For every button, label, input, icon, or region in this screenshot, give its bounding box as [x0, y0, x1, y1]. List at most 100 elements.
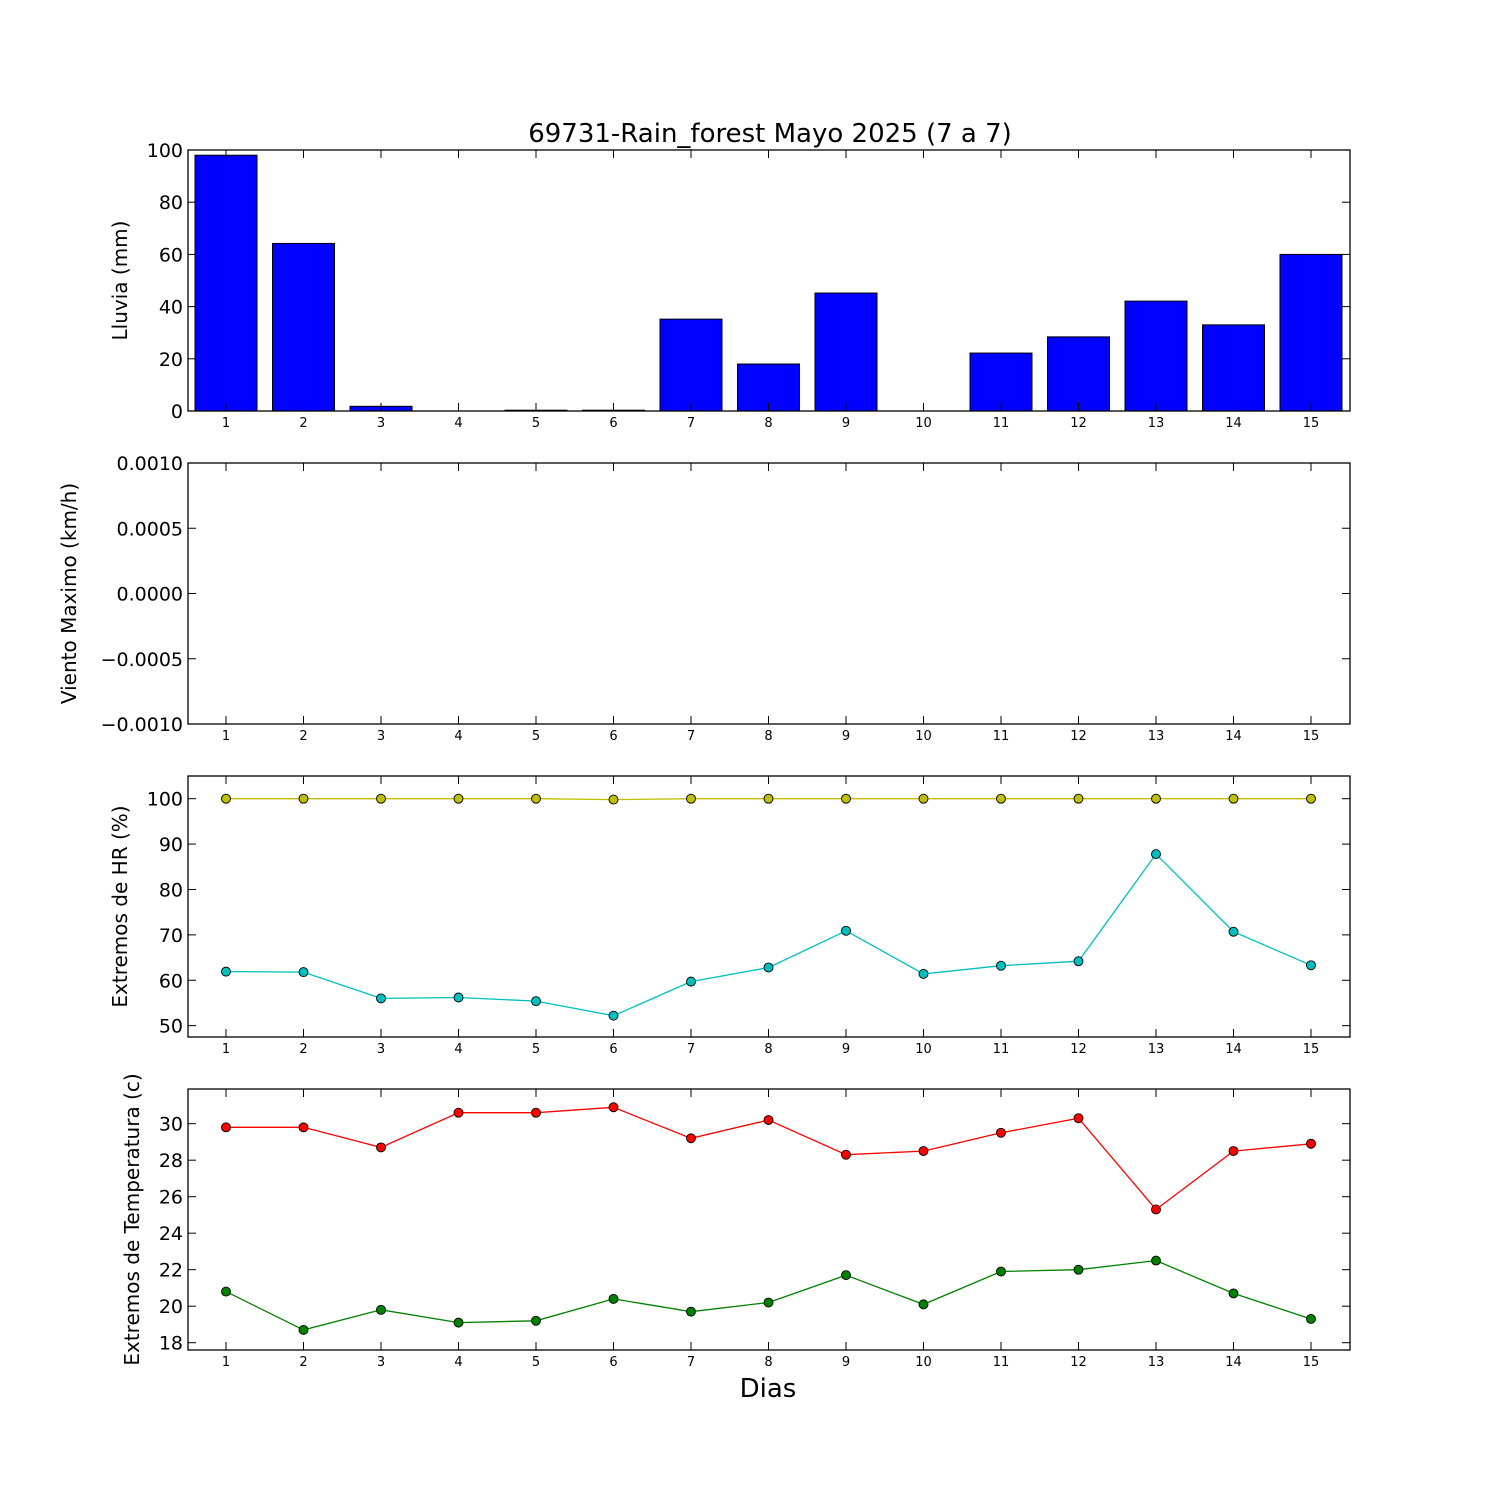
series-point	[918, 1146, 929, 1157]
series-point	[841, 925, 851, 936]
y-tick-label: 80	[159, 879, 183, 901]
series-point	[298, 1324, 309, 1335]
x-tick-label: 3	[377, 729, 385, 744]
y-tick-label: 60	[159, 244, 183, 266]
series-point	[608, 1102, 619, 1113]
x-tick-label: 14	[1225, 729, 1242, 744]
x-tick-label: 12	[1070, 1355, 1087, 1370]
series-point	[918, 1299, 929, 1310]
series-point	[996, 793, 1006, 804]
x-tick-label: 14	[1225, 1355, 1242, 1370]
x-tick-label: 4	[454, 1355, 462, 1370]
series-point	[841, 1270, 851, 1281]
series-point	[1073, 793, 1084, 804]
y-tick-label: 28	[159, 1150, 183, 1172]
y-tick-label: 24	[159, 1223, 183, 1245]
y-tick-label: 18	[159, 1333, 183, 1355]
rain-bar	[272, 242, 335, 412]
x-tick-label: 11	[993, 416, 1010, 431]
x-tick-label: 15	[1303, 416, 1320, 431]
x-tick-label: 14	[1225, 416, 1242, 431]
rain-bar	[1202, 324, 1265, 412]
x-tick-label: 4	[454, 416, 462, 431]
x-tick-label: 1	[222, 416, 230, 431]
series-point	[298, 793, 309, 804]
series-point	[298, 1122, 309, 1133]
series-point	[686, 976, 696, 987]
series-point	[1228, 793, 1239, 804]
y-tick-label: −0.0010	[101, 714, 183, 736]
x-tick-label: 15	[1303, 729, 1320, 744]
x-tick-label: 6	[609, 416, 617, 431]
x-tick-label: 10	[915, 1042, 932, 1057]
x-tick-label: 7	[687, 1355, 695, 1370]
series-point	[763, 1297, 774, 1308]
series-point	[996, 960, 1006, 971]
series-point	[376, 1304, 386, 1315]
y-tick-label: 60	[159, 970, 183, 992]
y-tick-label: −0.0005	[101, 649, 183, 671]
series-point	[376, 793, 386, 804]
x-tick-label: 9	[842, 1355, 850, 1370]
y-tick-label: 100	[147, 140, 183, 162]
x-tick-label: 10	[915, 1355, 932, 1370]
x-tick-label: 12	[1070, 416, 1087, 431]
x-tick-label: 13	[1148, 729, 1165, 744]
series-point	[531, 1315, 541, 1326]
plot-area	[188, 463, 1350, 724]
series-point	[453, 1107, 464, 1118]
series-point	[1306, 960, 1316, 971]
rain-bar	[1124, 300, 1188, 412]
series-point	[1073, 1264, 1084, 1275]
x-tick-label: 2	[299, 729, 307, 744]
series-point	[453, 1317, 464, 1328]
series-point	[221, 793, 231, 804]
x-tick-label: 2	[299, 416, 307, 431]
series-point	[531, 996, 541, 1007]
x-tick-label: 6	[609, 1355, 617, 1370]
y-tick-label: 50	[159, 1016, 183, 1038]
y-tick-label: 100	[147, 789, 183, 811]
x-tick-label: 11	[993, 1042, 1010, 1057]
series-point	[1228, 1146, 1239, 1157]
x-tick-label: 15	[1303, 1355, 1320, 1370]
x-tick-label: 5	[532, 1042, 540, 1057]
series-point	[763, 793, 774, 804]
rain-bar	[814, 292, 878, 412]
series-point	[608, 1293, 619, 1304]
y-tick-label: 0	[171, 401, 183, 423]
series-point	[1151, 1204, 1161, 1215]
x-tick-label: 9	[842, 416, 850, 431]
rain-bar	[659, 318, 723, 412]
x-tick-label: 7	[687, 1042, 695, 1057]
y-tick-label: 70	[159, 925, 183, 947]
x-tick-label: 9	[842, 729, 850, 744]
series-point	[686, 1306, 696, 1317]
rain-bar	[1047, 336, 1110, 412]
series-point	[918, 793, 929, 804]
series-point	[1151, 1255, 1161, 1266]
series-point	[1228, 1288, 1239, 1299]
x-tick-label: 14	[1225, 1042, 1242, 1057]
x-tick-label: 6	[609, 1042, 617, 1057]
x-tick-label: 4	[454, 729, 462, 744]
y-axis-label: Extremos de HR (%)	[108, 805, 132, 1007]
y-axis-label: Extremos de Temperatura (c)	[120, 1073, 144, 1365]
series-point	[453, 793, 464, 804]
series-point	[841, 793, 851, 804]
series-point	[531, 1107, 541, 1118]
x-tick-label: 10	[915, 416, 932, 431]
x-tick-label: 5	[532, 416, 540, 431]
x-axis-label: Dias	[740, 1374, 797, 1404]
series-point	[221, 1122, 231, 1133]
rain-bar	[1279, 253, 1343, 412]
x-tick-label: 3	[377, 1355, 385, 1370]
x-tick-label: 8	[764, 1042, 772, 1057]
rain-bar	[969, 352, 1033, 412]
series-point	[1151, 793, 1161, 804]
x-tick-label: 1	[222, 1042, 230, 1057]
y-tick-label: 20	[159, 1296, 183, 1318]
x-tick-label: 5	[532, 1355, 540, 1370]
